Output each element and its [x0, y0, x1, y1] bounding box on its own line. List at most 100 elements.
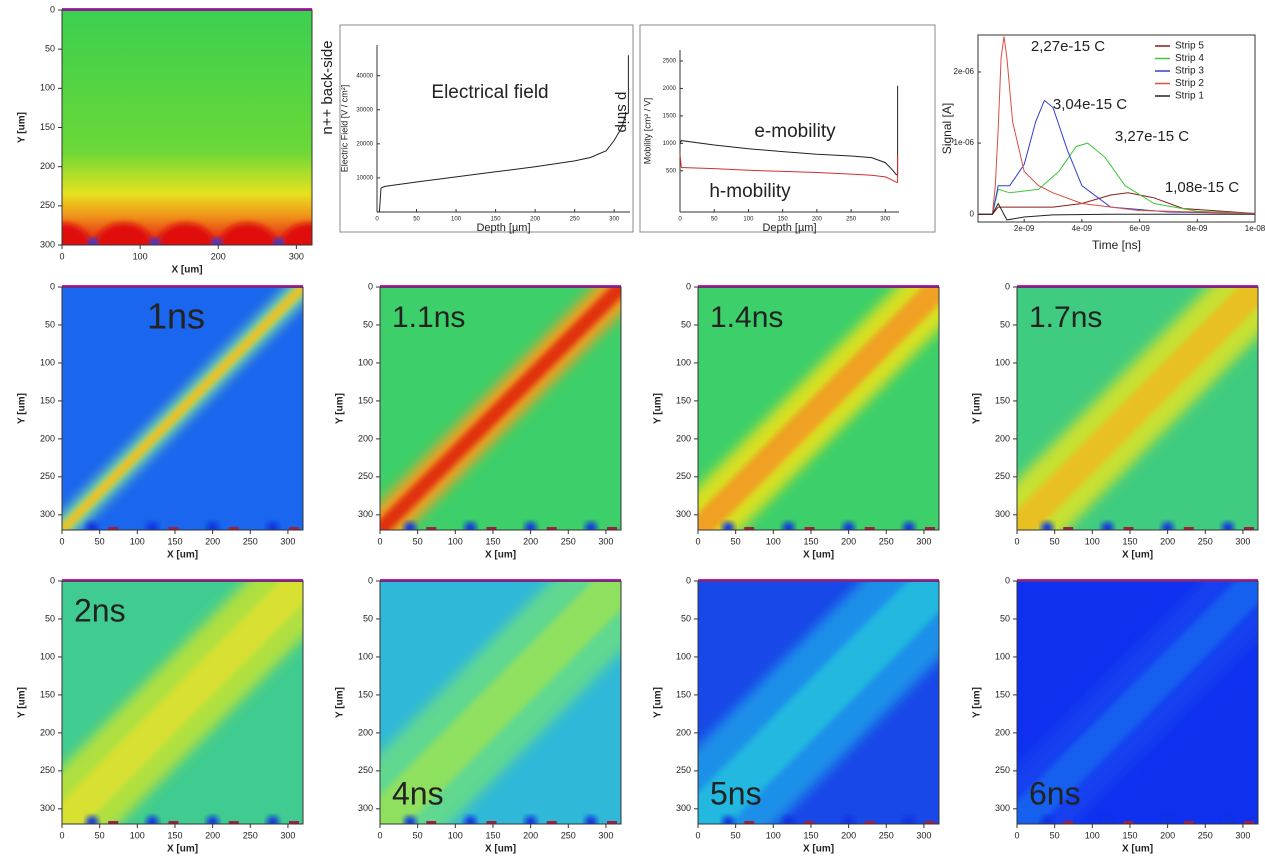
y-axis-label: Y [um] [17, 687, 28, 718]
strip-electrode [168, 821, 179, 824]
annotation: 3,04e-15 C [1053, 96, 1127, 113]
y-tick-label: 150 [40, 395, 55, 405]
field-low-spot [273, 238, 284, 245]
field-low-spot [404, 816, 417, 824]
field-low-spot [782, 816, 795, 824]
time-label: 1.1ns [392, 301, 465, 334]
x-tick-label: 50 [711, 217, 718, 223]
field-low-spot [87, 238, 98, 245]
x-tick-label: 200 [205, 536, 220, 546]
x-tick-label: 300 [280, 536, 295, 546]
time-label: 5ns [710, 775, 762, 811]
y-tick-label: 200 [40, 161, 55, 171]
y-tick-label: 50 [681, 613, 691, 623]
field-band-core [380, 581, 621, 824]
x-tick-label: 200 [205, 830, 220, 840]
field-map [62, 287, 303, 530]
data-line [978, 192, 1256, 215]
field-low-spot [1161, 816, 1174, 824]
y-tick-label: 0 [686, 575, 691, 585]
field-low-spot [146, 522, 159, 530]
y-tick-label: 300 [40, 803, 55, 813]
x-tick-label: 150 [167, 830, 182, 840]
x-axis-label: X [um] [171, 265, 202, 276]
y-tick-label: 0 [50, 575, 55, 585]
field-low-spot [206, 816, 219, 824]
y-tick-label: 100 [40, 357, 55, 367]
y-axis-label: Y [um] [17, 393, 28, 424]
strip-electrode [426, 527, 437, 530]
x-tick-label: 200 [1160, 830, 1175, 840]
field-low-spot [1221, 816, 1234, 824]
x-tick-label: 150 [1122, 830, 1137, 840]
y-tick-label: 50 [681, 319, 691, 329]
x-axis-label: X [um] [485, 550, 516, 561]
strip-electrode [1063, 527, 1074, 530]
y-tick-label: 0 [368, 575, 373, 585]
y-axis-label: Y [um] [972, 393, 983, 424]
field-low-spot [464, 816, 477, 824]
field-band-core [1017, 287, 1258, 530]
data-line [978, 36, 1256, 215]
x-tick-label: 200 [211, 251, 226, 261]
field-low-spot [464, 522, 477, 530]
y-tick-label: 300 [995, 509, 1010, 519]
x-tick-label: 250 [879, 536, 894, 546]
x-tick-label: 0 [1014, 536, 1019, 546]
chart-title: Electrical field [431, 82, 548, 103]
field-low-spot [524, 522, 537, 530]
field-map [1017, 581, 1258, 824]
y-tick-label: 50 [1000, 319, 1010, 329]
x-tick-label: 200 [530, 217, 541, 223]
x-tick-label: 300 [880, 217, 891, 223]
y-tick-label: 30000 [356, 107, 373, 113]
x-tick-label: 50 [413, 830, 423, 840]
field-low-spot [584, 816, 597, 824]
time-label: 6ns [1029, 775, 1081, 811]
field-map [380, 581, 621, 824]
field-low-spot [1101, 522, 1114, 530]
x-tick-label: 150 [778, 217, 789, 223]
strip-electrode [607, 821, 617, 824]
x-tick-label: 300 [609, 217, 620, 223]
y-tick-label: 300 [358, 509, 373, 519]
field-low-spot [782, 522, 795, 530]
y-tick-label: 150 [358, 689, 373, 699]
y-tick-label: 100 [676, 651, 691, 661]
y-tick-label: 200 [358, 433, 373, 443]
legend-label: Strip 4 [1175, 53, 1204, 64]
field-low-spot [211, 238, 222, 245]
y-tick-label: 200 [676, 433, 691, 443]
x-axis-label: X [um] [167, 844, 198, 855]
annotation: 2,27e-15 C [1031, 38, 1105, 55]
legend-label: Strip 2 [1175, 78, 1204, 89]
panel-frame [339, 24, 634, 233]
y-axis-label: Y [um] [335, 687, 346, 718]
x-axis-label: X [um] [485, 844, 516, 855]
strip-electrode [607, 527, 617, 530]
y-tick-label: 250 [358, 765, 373, 775]
y-tick-label: 150 [40, 122, 55, 132]
x-tick-label: 50 [731, 830, 741, 840]
y-tick-label: 150 [358, 395, 373, 405]
y-tick-label: 500 [666, 168, 677, 174]
x-tick-label: 0 [59, 830, 64, 840]
x-tick-label: 100 [130, 830, 145, 840]
strip-electrode [546, 821, 557, 824]
field-low-spot [1041, 522, 1054, 530]
y-tick-label: 0 [50, 281, 55, 291]
y-axis-label: Y [um] [335, 393, 346, 424]
field-band-core [380, 287, 621, 530]
field-low-spot [584, 522, 597, 530]
field-low-spot [722, 522, 735, 530]
y-tick-label: 100 [676, 357, 691, 367]
y-tick-label: 300 [676, 803, 691, 813]
data-line [679, 85, 899, 176]
y-tick-label: 250 [676, 471, 691, 481]
field-low-spot [1161, 522, 1174, 530]
x-tick-label: 0 [377, 830, 382, 840]
x-tick-label: 150 [485, 536, 500, 546]
annotation: n++ back-side [319, 40, 336, 134]
y-tick-label: 250 [358, 471, 373, 481]
strip-electrode [1183, 527, 1194, 530]
